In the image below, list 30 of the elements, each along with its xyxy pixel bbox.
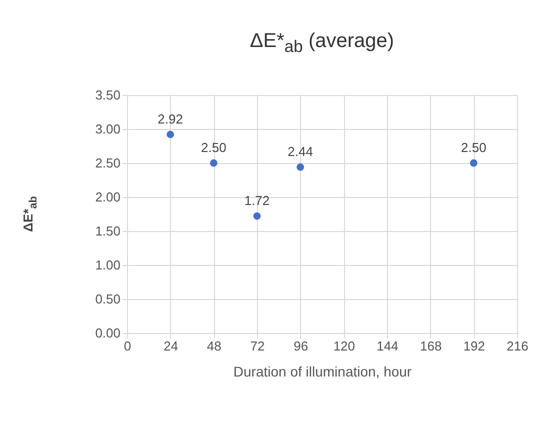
point	[166, 130, 174, 138]
data-label: 1.72	[244, 193, 270, 208]
point	[210, 159, 218, 167]
x-tick-label: 96	[294, 338, 308, 354]
y-tick-label: 2.50	[95, 156, 120, 170]
point	[253, 212, 261, 220]
y-tick-label: 1.50	[95, 224, 120, 238]
x-tick-label: 144	[376, 338, 398, 354]
y-tick-label: 3.50	[95, 88, 120, 102]
x-tick-label: 24	[164, 338, 178, 354]
x-tick-label: 0	[124, 338, 132, 354]
y-tick-label: 0.00	[95, 326, 120, 340]
x-tick-label: 72	[250, 338, 265, 354]
x-tick-label: 216	[506, 338, 528, 354]
chart-title: ΔE*$_{ab}$ (average)	[248, 30, 396, 57]
data-label: 2.50	[201, 140, 226, 155]
x-tick-label: 168	[420, 338, 442, 354]
x-axis-title: Duration of illumination, hour	[233, 364, 412, 380]
y-tick-label: 1.00	[95, 258, 120, 272]
point	[470, 159, 478, 167]
x-tick-label: 48	[206, 338, 222, 354]
y-tick-label: 3.00	[95, 122, 120, 136]
point	[296, 163, 304, 171]
x-tick-label: 192	[463, 338, 486, 354]
x-tick-label: 120	[333, 338, 356, 354]
data-label: 2.50	[461, 140, 486, 155]
y-tick-label: 2.00	[95, 190, 120, 204]
data-label: 2.44	[288, 144, 313, 160]
data-label: 2.92	[158, 111, 183, 126]
y-tick-label: 0.50	[95, 292, 120, 306]
